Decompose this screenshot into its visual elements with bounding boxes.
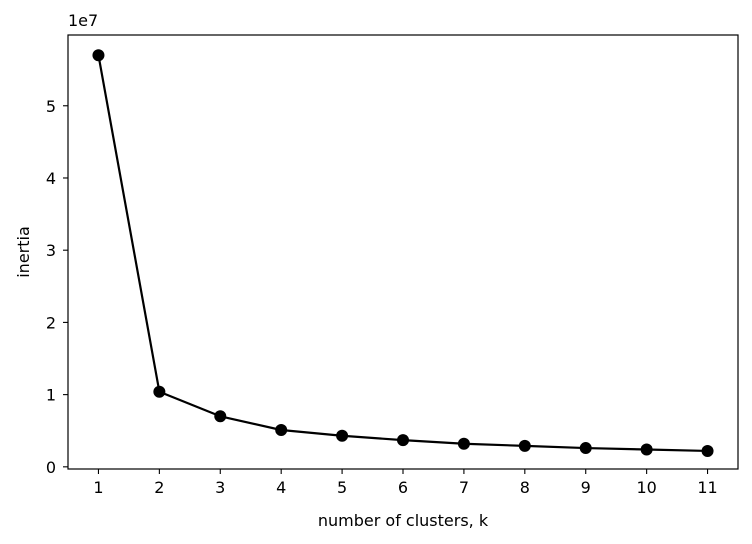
x-tick-label: 2 xyxy=(154,478,164,497)
x-tick-label: 1 xyxy=(93,478,103,497)
x-tick-label: 5 xyxy=(337,478,347,497)
data-point xyxy=(275,424,288,437)
data-point xyxy=(457,437,470,450)
y-tick-label: 2 xyxy=(46,313,56,332)
x-axis-ticks: 1 2 3 4 5 6 7 8 9 10 11 xyxy=(93,469,718,497)
x-tick-label: 11 xyxy=(697,478,717,497)
y-tick-label: 3 xyxy=(46,241,56,260)
data-point xyxy=(518,439,531,452)
y-tick-label: 0 xyxy=(46,458,56,477)
x-tick-label: 9 xyxy=(581,478,591,497)
y-axis-offset-label: 1e7 xyxy=(68,11,98,30)
data-point xyxy=(92,49,105,62)
y-tick-label: 5 xyxy=(46,97,56,116)
data-point xyxy=(336,429,349,442)
x-tick-label: 7 xyxy=(459,478,469,497)
y-tick-label: 1 xyxy=(46,386,56,405)
x-tick-label: 4 xyxy=(276,478,286,497)
x-tick-label: 8 xyxy=(520,478,530,497)
plot-markers xyxy=(92,49,714,457)
y-axis-label: inertia xyxy=(14,226,33,278)
data-point xyxy=(579,442,592,455)
data-point xyxy=(214,410,227,423)
data-point xyxy=(153,385,166,398)
x-tick-label: 3 xyxy=(215,478,225,497)
y-tick-label: 4 xyxy=(46,169,56,188)
data-point xyxy=(397,434,409,447)
data-point xyxy=(701,444,714,457)
x-tick-label: 10 xyxy=(636,478,656,497)
data-point xyxy=(640,443,653,456)
x-axis-label: number of clusters, k xyxy=(318,511,489,530)
x-tick-label: 6 xyxy=(398,478,408,497)
y-axis-ticks: 0 1 2 3 4 5 xyxy=(46,97,68,477)
